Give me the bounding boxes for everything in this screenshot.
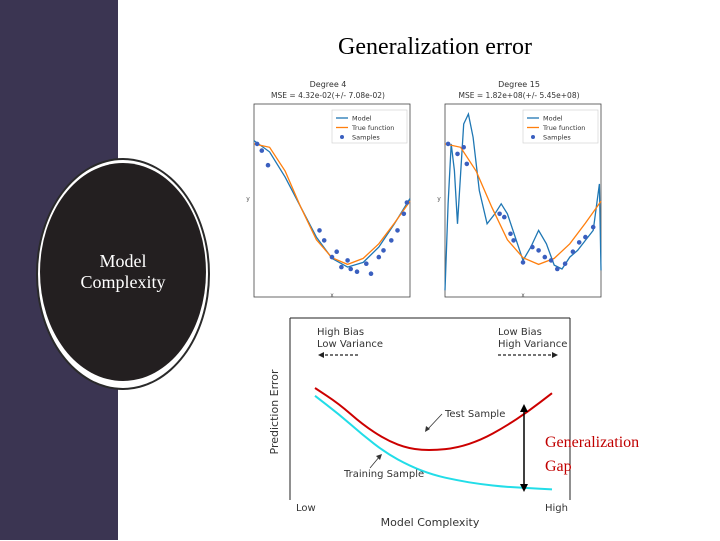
bv-gap-arrow-bottom (520, 484, 528, 492)
deg4-sample-point (376, 254, 382, 260)
deg4-sample-point (321, 238, 327, 243)
bv-tick-low: Low (296, 503, 316, 514)
deg4-legend-box (331, 109, 408, 144)
deg15-sample-point (562, 261, 568, 266)
deg4-ylabel: y (246, 196, 250, 203)
deg15-sample-point (555, 266, 560, 272)
deg15-legend-label: Model (543, 115, 563, 123)
degree-4-svg: Degree 4 MSE = 4.32e-02(+/- 7.08e-02) Mode… (246, 80, 411, 299)
bv-left-arrow-head (318, 352, 324, 358)
slide-title: Generalization error (338, 34, 532, 60)
deg4-sample-point (339, 264, 344, 270)
degree-4-plot: Degree 4 MSE = 4.32e-02(+/- 7.08e-02) Mode… (244, 76, 412, 299)
degree-15-svg: Degree 15 MSE = 1.82e+08(+/- 5.45e+08) Mod… (437, 80, 602, 299)
deg4-sample-point (354, 269, 360, 274)
bv-low-variance: Low Variance (317, 339, 383, 350)
deg15-title: Degree 15 (498, 80, 540, 89)
deg4-legend-label: True function (351, 124, 394, 132)
deg15-sample-point (445, 141, 451, 147)
deg4-legend-marker (340, 135, 344, 139)
deg4-sample-point (334, 249, 339, 254)
generalization-gap-label: Generalization Gap (545, 431, 639, 479)
deg4-sample-point (395, 228, 400, 233)
gap-label-line2: Gap (545, 458, 572, 475)
deg15-sample-point (583, 234, 588, 240)
bv-right-arrow-head (552, 352, 558, 358)
deg4-sample-point (317, 228, 322, 233)
deg15-sample-point (511, 238, 516, 243)
deg15-sample-point (590, 224, 596, 230)
circle-label-line2: Complexity (80, 272, 166, 292)
deg15-sample-point (461, 145, 466, 150)
deg15-sample-point (455, 151, 460, 157)
bv-ylabel: Prediction Error (268, 369, 281, 454)
gap-label-line1: Generalization (545, 434, 640, 451)
deg15-sample-point (497, 211, 502, 217)
bias-variance-chart: High Bias Low Variance Low Bias High Varian… (262, 314, 582, 536)
deg4-subtitle: MSE = 4.32e-02(+/- 7.08e-02) (271, 91, 385, 100)
deg15-sample-point (536, 248, 541, 253)
deg15-sample-point (542, 254, 548, 260)
bv-test-pointer-head (425, 426, 430, 432)
bv-test-pointer (426, 413, 443, 431)
deg4-legend-label: Model (352, 115, 372, 123)
degree-15-plot: Degree 15 MSE = 1.82e+08(+/- 5.45e+08) Mod… (435, 76, 603, 299)
deg4-title: Degree 4 (310, 80, 347, 89)
deg4-legend-label: Samples (352, 134, 380, 142)
deg4-sample-point (259, 148, 265, 153)
deg15-sample-point (508, 231, 513, 237)
bv-test-label: Test Sample (444, 409, 505, 420)
deg15-legend-label: Samples (543, 134, 571, 142)
deg4-xlabel: x (330, 292, 334, 298)
bv-tick-high: High (545, 503, 568, 514)
deg15-legend-box (522, 109, 599, 144)
deg4-sample-point (329, 254, 335, 260)
circle-label-line1: Model (99, 251, 147, 271)
deg15-sample-point (576, 240, 582, 245)
deg4-sample-point (368, 271, 374, 276)
deg15-sample-point (520, 260, 526, 265)
deg15-series-0-line (444, 111, 602, 291)
bv-high-variance: High Variance (498, 339, 567, 350)
deg15-ylabel: y (437, 196, 441, 203)
bv-xlabel: Model Complexity (381, 516, 480, 529)
bv-train-label: Training Sample (343, 469, 424, 480)
deg15-legend-marker (531, 135, 535, 139)
deg4-sample-point (265, 162, 271, 168)
deg15-sample-point (570, 249, 576, 254)
model-complexity-circle: Model Complexity (40, 163, 206, 381)
deg4-sample-point (364, 261, 369, 266)
deg15-sample-point (548, 258, 554, 263)
bv-gap-arrow-top (520, 404, 528, 412)
bv-series-0-curve (314, 387, 553, 451)
bv-low-bias: Low Bias (498, 327, 542, 338)
deg15-subtitle: MSE = 1.82e+08(+/- 5.45e+08) (458, 91, 579, 100)
deg4-sample-point (401, 211, 407, 217)
deg15-sample-point (502, 214, 507, 220)
deg15-series-1-line (444, 143, 602, 266)
bv-series-1-curve (314, 395, 553, 491)
deg15-sample-point (530, 244, 535, 250)
bv-high-bias: High Bias (317, 327, 364, 338)
deg4-sample-point (348, 266, 353, 272)
deg4-sample-point (345, 258, 350, 263)
deg15-xlabel: x (521, 292, 525, 298)
bv-train-pointer-head (376, 454, 382, 460)
deg4-sample-point (254, 141, 260, 147)
deg4-sample-point (404, 200, 410, 205)
deg15-legend-label: True function (542, 124, 585, 132)
deg4-sample-point (389, 238, 394, 243)
deg15-sample-point (464, 161, 470, 167)
deg4-sample-point (381, 248, 386, 253)
